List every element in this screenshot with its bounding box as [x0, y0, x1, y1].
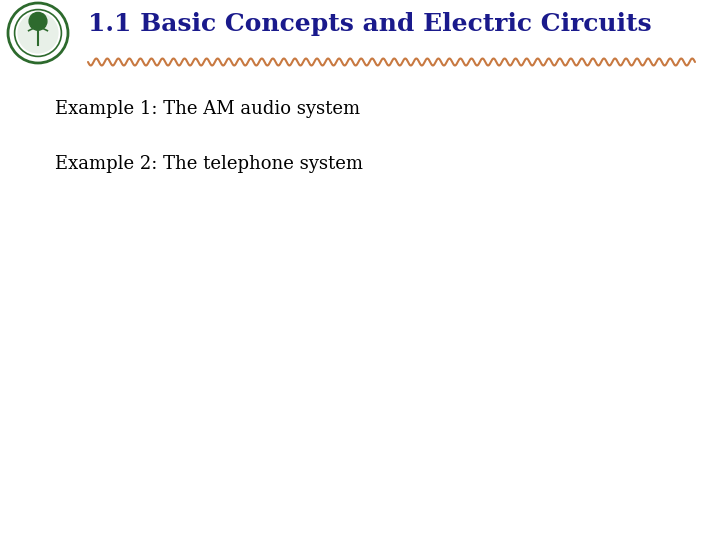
- Circle shape: [18, 13, 58, 53]
- Text: Example 2: The telephone system: Example 2: The telephone system: [55, 155, 363, 173]
- Circle shape: [8, 3, 68, 63]
- Text: Example 1: The AM audio system: Example 1: The AM audio system: [55, 100, 360, 118]
- Text: 1.1 Basic Concepts and Electric Circuits: 1.1 Basic Concepts and Electric Circuits: [88, 12, 652, 36]
- Circle shape: [29, 12, 47, 30]
